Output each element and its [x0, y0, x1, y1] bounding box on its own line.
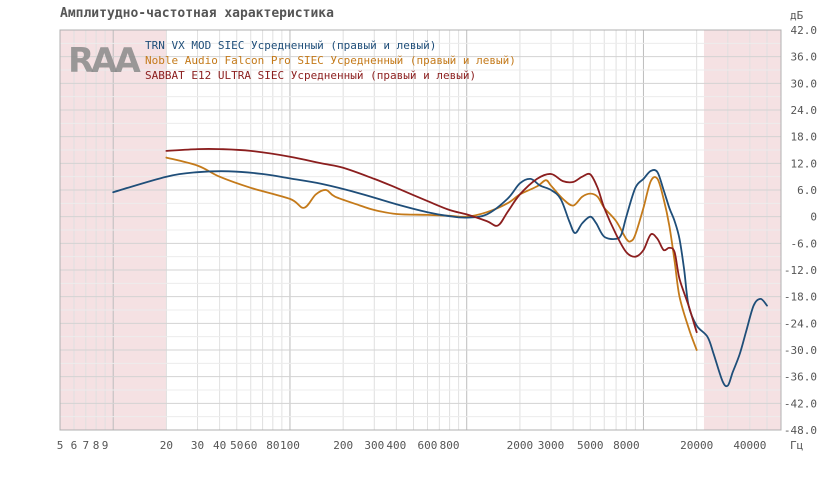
x-tick-label: 20000	[680, 439, 713, 452]
chart-title: Амплитудно-частотная характеристика	[60, 6, 334, 21]
x-tick-label: 5	[57, 439, 64, 452]
x-tick-label: 400	[386, 439, 406, 452]
y-tick-label: -6.0	[791, 237, 818, 250]
x-tick-label: 8	[93, 439, 100, 452]
plot-frame	[59, 29, 782, 431]
logo-text: RAA	[68, 41, 141, 81]
x-tick-label: 800	[440, 439, 460, 452]
legend: TRN VX MOD SIEC Усредненный (правый и ле…	[145, 39, 516, 82]
x-tick-label: 200	[333, 439, 353, 452]
x-tick-label: 600	[418, 439, 438, 452]
x-axis-ticks: 5 6 7 8 9 20 30 40 50 60 80 100 200 300 400 600 800 2000 3…	[57, 439, 767, 452]
grid	[59, 29, 782, 431]
x-tick-label: 2000	[507, 439, 534, 452]
series-line-0	[112, 169, 768, 388]
series-line-1	[165, 156, 698, 351]
x-tick-label: 7	[83, 439, 90, 452]
y-tick-label: 18.0	[791, 131, 818, 144]
x-tick-label: 100	[280, 439, 300, 452]
x-tick-label: 6	[71, 439, 78, 452]
y-tick-label: 24.0	[791, 104, 818, 117]
y-tick-label: 36.0	[791, 51, 818, 64]
x-tick-label: 80	[266, 439, 279, 452]
y-axis-ticks: 42.0 36.0 30.0 24.0 18.0 12.0 6.0 0 -6.0 -12.0 -18…	[784, 24, 817, 437]
y-tick-label: 30.0	[791, 77, 818, 90]
series-line-2	[165, 147, 698, 334]
y-tick-label: -30.0	[784, 344, 817, 357]
x-unit-label: Гц	[790, 439, 803, 452]
y-tick-label: -42.0	[784, 397, 817, 410]
x-tick-label: 40000	[733, 439, 766, 452]
x-tick-label: 40	[213, 439, 226, 452]
x-tick-label: 60	[244, 439, 257, 452]
legend-entry-0: TRN VX MOD SIEC Усредненный (правый и ле…	[145, 39, 436, 52]
y-tick-label: 42.0	[791, 24, 818, 37]
raa-logo: RAA	[68, 41, 144, 81]
x-tick-label: 9	[102, 439, 109, 452]
y-unit-label: дБ	[790, 9, 804, 22]
x-tick-label: 30	[191, 439, 204, 452]
y-tick-label: 6.0	[797, 184, 817, 197]
legend-entry-1: Noble Audio Falcon Pro SIEC Усредненный …	[145, 54, 516, 67]
y-tick-label: 0	[810, 211, 817, 224]
legend-entry-2: SABBAT E12 ULTRA SIEC Усредненный (правы…	[145, 69, 476, 82]
y-tick-label: 12.0	[791, 157, 818, 170]
y-tick-label: -48.0	[784, 424, 817, 437]
y-tick-label: -24.0	[784, 317, 817, 330]
x-tick-label: 300	[364, 439, 384, 452]
x-tick-label: 8000	[613, 439, 640, 452]
x-tick-label: 50	[230, 439, 243, 452]
y-tick-label: -18.0	[784, 291, 817, 304]
x-tick-label: 5000	[577, 439, 604, 452]
series-lines	[112, 147, 768, 388]
x-tick-label: 20	[160, 439, 173, 452]
x-tick-label: 3000	[538, 439, 565, 452]
y-tick-label: -36.0	[784, 371, 817, 384]
y-tick-label: -12.0	[784, 264, 817, 277]
